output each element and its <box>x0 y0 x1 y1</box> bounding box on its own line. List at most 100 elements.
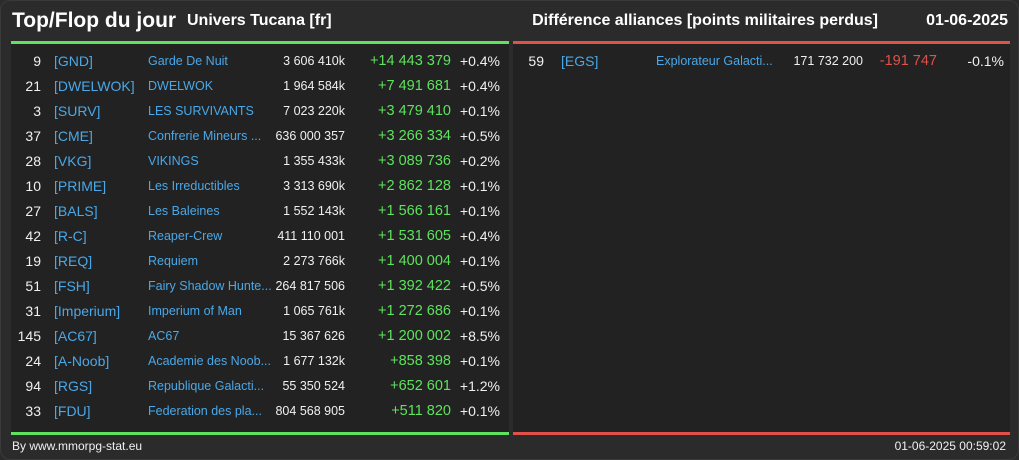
difference-cell: +1 531 605 <box>378 228 451 244</box>
alliance-name-link[interactable]: DWELWOK <box>148 79 214 93</box>
difference-cell: +14 443 379 <box>369 53 451 69</box>
percent-cell: +0.4% <box>459 228 500 244</box>
difference-cell: +2 862 128 <box>378 178 451 194</box>
header: Top/Flop du jour Univers Tucana [fr] Dif… <box>1 1 1018 41</box>
alliance-name-link[interactable]: Les Irreductibles <box>148 179 240 193</box>
difference-cell: +3 089 736 <box>378 153 451 169</box>
alliance-tag-link[interactable]: [CME] <box>54 128 93 144</box>
alliance-name-link[interactable]: Reaper-Crew <box>148 229 223 243</box>
percent-cell: +0.2% <box>459 153 500 169</box>
alliance-tag-link[interactable]: [Imperium] <box>54 303 121 319</box>
rank-cell: 3 <box>33 103 41 119</box>
alliance-name-link[interactable]: Garde De Nuit <box>148 54 228 68</box>
points-cell: 411 110 001 <box>277 229 345 243</box>
table-row: 145 [AC67] AC67 15 367 626 +1 200 002 +8.5% <box>11 324 509 349</box>
percent-cell: +0.5% <box>459 278 500 294</box>
points-cell: 1 065 761k <box>283 304 345 318</box>
rank-cell: 24 <box>25 353 41 369</box>
percent-cell: +0.1% <box>459 178 500 194</box>
points-cell: 2 273 766k <box>283 254 345 268</box>
table-row: 31 [Imperium] Imperium of Man 1 065 761k +1 … <box>11 299 509 324</box>
alliance-tag-link[interactable]: [GND] <box>54 53 93 69</box>
alliance-tag-link[interactable]: [RGS] <box>54 378 93 394</box>
alliance-tag-link[interactable]: [AC67] <box>54 328 97 344</box>
alliance-tag-link[interactable]: [PRIME] <box>54 178 107 194</box>
alliance-name-link[interactable]: AC67 <box>148 329 180 343</box>
percent-cell: +8.5% <box>459 328 500 344</box>
rank-cell: 21 <box>25 78 41 94</box>
alliance-tag-link[interactable]: [BALS] <box>54 203 98 219</box>
alliance-tag-link[interactable]: [A-Noob] <box>54 353 110 369</box>
percent-cell: +0.1% <box>459 103 500 119</box>
alliance-name-link[interactable]: Confrerie Mineurs ... <box>148 129 262 143</box>
difference-cell: +3 266 334 <box>378 128 451 144</box>
percent-cell: +0.1% <box>459 303 500 319</box>
table-row: 10 [PRIME] Les Irreductibles 3 313 690k +2 8… <box>11 174 509 199</box>
difference-cell: +652 601 <box>390 378 451 394</box>
alliance-tag-link[interactable]: [FDU] <box>54 403 91 419</box>
alliance-tag-link[interactable]: [DWELWOK] <box>54 78 135 94</box>
rank-cell: 31 <box>25 303 41 319</box>
top-panel: 9 [GND] Garde De Nuit 3 606 410k +14 443 379… <box>11 41 509 435</box>
alliance-tag-link[interactable]: [R-C] <box>54 228 87 244</box>
rank-cell: 145 <box>17 328 41 344</box>
difference-cell: +1 200 002 <box>378 328 451 344</box>
table-row: 9 [GND] Garde De Nuit 3 606 410k +14 443 379… <box>11 49 509 74</box>
points-cell: 15 367 626 <box>282 329 345 343</box>
alliance-tag-link[interactable]: [FSH] <box>54 278 90 294</box>
rank-cell: 33 <box>25 403 41 419</box>
points-cell: 3 313 690k <box>283 179 345 193</box>
source-credit: By www.mmorpg-stat.eu <box>12 439 143 453</box>
difference-cell: +1 392 422 <box>378 278 451 294</box>
percent-cell: +1.2% <box>459 378 500 394</box>
alliance-name-link[interactable]: LES SURVIVANTS <box>148 104 254 118</box>
percent-cell: +0.4% <box>459 53 500 69</box>
points-cell: 171 732 200 <box>793 54 863 68</box>
table-row: 33 [FDU] Federation des pla... 804 568 905 +… <box>11 399 509 424</box>
alliance-name-link[interactable]: Explorateur Galacti... <box>656 54 773 68</box>
alliance-name-link[interactable]: Fairy Shadow Hunte... <box>148 279 272 293</box>
footer-timestamp: 01-06-2025 00:59:02 <box>894 439 1006 453</box>
table-row: 42 [R-C] Reaper-Crew 411 110 001 +1 531 605 +… <box>11 224 509 249</box>
percent-cell: -0.1% <box>967 53 1004 69</box>
alliance-tag-link[interactable]: [REQ] <box>54 253 93 269</box>
rank-cell: 51 <box>25 278 41 294</box>
table-row: 94 [RGS] Republique Galacti... 55 350 524 +6… <box>11 374 509 399</box>
difference-cell: +3 479 410 <box>378 103 451 119</box>
rank-cell: 42 <box>25 228 41 244</box>
alliance-name-link[interactable]: Requiem <box>148 254 199 268</box>
alliance-tag-link[interactable]: [SURV] <box>54 103 101 119</box>
ranking-subtitle: Différence alliances [points militaires … <box>532 12 878 29</box>
table-row: 51 [FSH] Fairy Shadow Hunte... 264 817 506 +… <box>11 274 509 299</box>
alliance-tag-link[interactable]: [EGS] <box>561 53 599 69</box>
difference-cell: +511 820 <box>391 403 451 419</box>
alliance-name-link[interactable]: Les Baleines <box>148 204 220 218</box>
percent-cell: +0.1% <box>459 253 500 269</box>
points-cell: 1 552 143k <box>283 204 345 218</box>
percent-cell: +0.1% <box>459 203 500 219</box>
difference-cell: +1 400 004 <box>378 253 451 269</box>
alliance-tag-link[interactable]: [VKG] <box>54 153 92 169</box>
points-cell: 7 023 220k <box>283 104 345 118</box>
alliance-name-link[interactable]: VIKINGS <box>148 154 199 168</box>
rank-cell: 10 <box>25 178 41 194</box>
alliance-name-link[interactable]: Federation des pla... <box>148 404 262 418</box>
universe-label: Univers Tucana [fr] <box>187 12 332 29</box>
percent-cell: +0.5% <box>459 128 500 144</box>
alliance-name-link[interactable]: Imperium of Man <box>148 304 242 318</box>
table-row: 19 [REQ] Requiem 2 273 766k +1 400 004 +0.1% <box>11 249 509 274</box>
points-cell: 1 964 584k <box>283 79 345 93</box>
points-cell: 1 677 132k <box>283 354 345 368</box>
page-title: Top/Flop du jour <box>12 9 177 32</box>
table-row: 21 [DWELWOK] DWELWOK 1 964 584k +7 491 681 +0… <box>11 74 509 99</box>
points-cell: 3 606 410k <box>283 54 345 68</box>
rank-cell: 37 <box>25 128 41 144</box>
alliance-name-link[interactable]: Republique Galacti... <box>148 379 265 393</box>
alliance-name-link[interactable]: Academie des Noob... <box>148 354 271 368</box>
difference-cell: +858 398 <box>390 353 451 369</box>
points-cell: 264 817 506 <box>275 279 345 293</box>
difference-cell: +1 272 686 <box>378 303 451 319</box>
rank-cell: 59 <box>528 53 544 69</box>
table-row: 24 [A-Noob] Academie des Noob... 1 677 132k… <box>11 349 509 374</box>
